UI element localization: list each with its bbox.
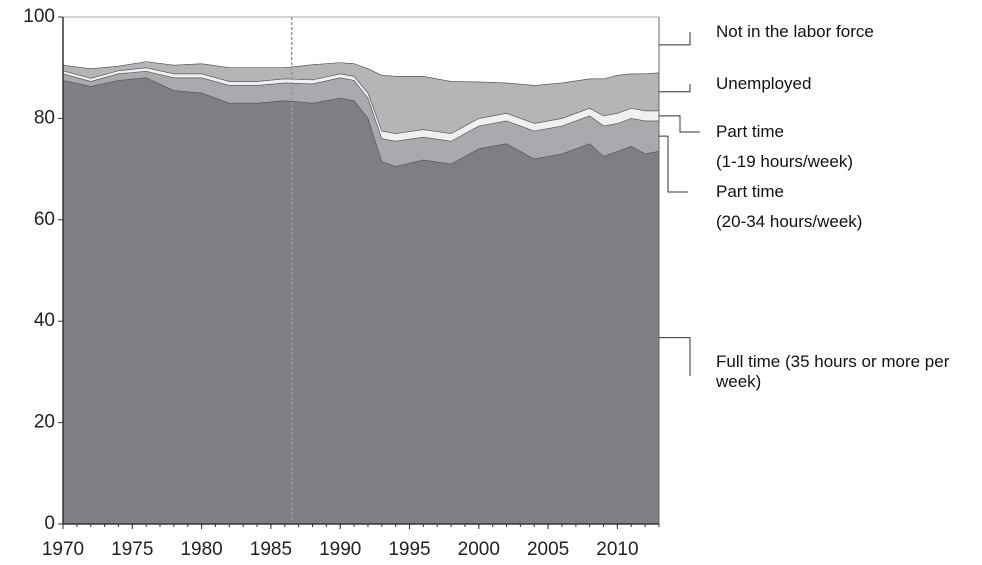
x-tick-label: 1990	[319, 539, 361, 560]
y-tick-label: 40	[34, 310, 55, 331]
leader-line	[659, 115, 700, 133]
y-tick-label: 20	[34, 412, 55, 433]
legend-label: Part time	[716, 122, 785, 141]
legend-label: Unemployed	[716, 74, 812, 93]
leader-line	[659, 337, 691, 376]
y-tick-label: 80	[34, 107, 55, 128]
legend-note: (20-34 hours/week)	[716, 212, 863, 231]
x-tick-label: 1970	[42, 539, 84, 560]
leader-line	[659, 84, 691, 93]
x-tick-label: 1995	[388, 539, 430, 560]
leader-line	[659, 32, 691, 46]
legend-label: Full time (35 hours or more per week)	[716, 352, 950, 391]
x-tick-label: 1980	[180, 539, 222, 560]
legend-label: Not in the labor force	[716, 22, 874, 41]
x-tick-label: 2000	[458, 539, 500, 560]
y-tick-label: 0	[44, 513, 55, 534]
x-tick-label: 2005	[527, 539, 569, 560]
legend-note: (1-19 hours/week)	[716, 152, 854, 171]
y-tick-label: 60	[34, 209, 55, 230]
leader-line	[659, 135, 688, 193]
x-tick-label: 2010	[596, 539, 638, 560]
x-tick-label: 1975	[111, 539, 153, 560]
y-tick-label: 100	[23, 6, 55, 27]
legend-label: Part time	[716, 182, 785, 201]
x-tick-label: 1985	[250, 539, 292, 560]
